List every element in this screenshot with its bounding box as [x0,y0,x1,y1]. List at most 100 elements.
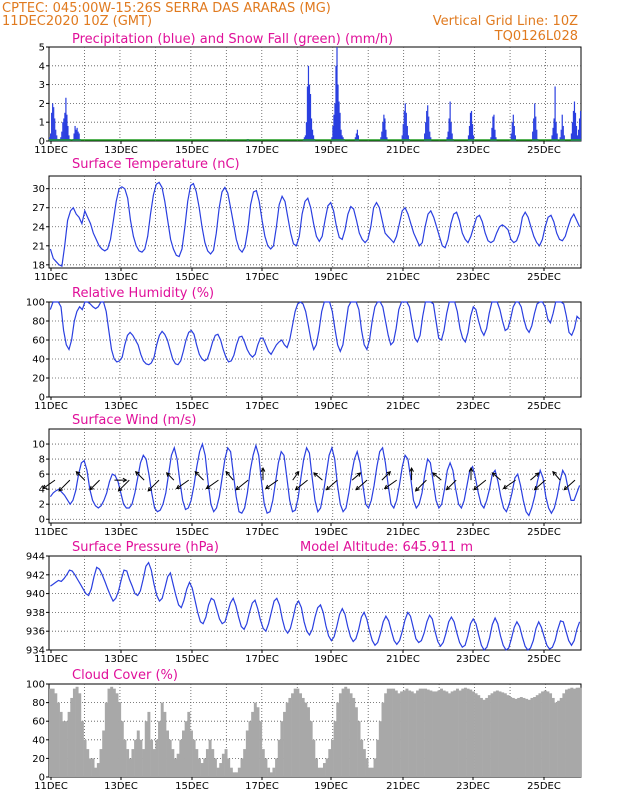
wind-arrow-head [552,470,557,476]
precip-bar [55,129,57,141]
panels: 0 1 2 3 4 5 11DEC 13DEC 15DEC 17DEC 19DEC 21DEC 23DE… [26,32,582,792]
x-tick-label: 11DEC [34,527,68,538]
cloud-bar [275,758,279,777]
cloud-bar [83,739,87,777]
header-grid-line: Vertical Grid Line: 10Z [433,14,578,29]
cloud-bar [107,688,111,777]
wind-arrow [89,479,100,491]
cloud-bar [378,721,382,777]
wind-arrow-shaft [503,479,516,489]
cloud-bar [485,697,489,777]
wind-arrow [265,479,279,490]
cloud-bar [51,688,55,777]
cloud-bar [442,690,446,777]
cloud-bar [538,693,542,777]
precip-bar [555,122,557,141]
wind-arrow-shaft [313,472,323,481]
cloud-bar [144,721,148,777]
cloud-bar [344,686,348,777]
cloud-bar [267,767,271,777]
y-tick-label: 2 [39,500,45,511]
cloud-bar [54,693,58,777]
precip-bar [341,135,343,141]
wind-arrow-head [533,485,539,491]
cloud-bar [322,763,326,777]
cloud-bar [240,758,244,777]
wind-arrow-shaft [552,471,561,481]
cloud-bar [80,721,84,777]
wind-arrow [313,472,323,481]
precip-bar [78,133,80,141]
cloud-bar [357,721,361,777]
cloud-bar [203,758,207,777]
cloud-bar [434,691,438,777]
precip-bar [532,131,534,141]
wind-arrow-head [194,470,200,476]
cloud-bar [243,749,247,777]
wind-arrow [235,479,249,491]
wind-arrow [552,470,561,481]
cloud-bar [565,689,568,777]
y-tick-label: 20 [32,374,45,385]
wind-arrow-head [491,472,497,477]
wind-arrow [175,479,190,490]
cloud-bar [312,739,316,777]
precip-bar [556,133,558,141]
precip-bar [571,122,574,141]
cloud-bar [349,693,353,777]
cloud-bar [519,697,523,777]
cloud-bar [330,739,334,777]
panel-title: Precipitation (blue) and Snow Fall (gree… [72,32,393,47]
x-tick-label: 21DEC [386,527,420,538]
cloud-bar [551,697,555,777]
cloud-bar [400,691,404,777]
wind-arrow-head [414,486,420,492]
cloud-bar [304,702,308,777]
precip-bar [49,137,51,141]
precip-bar [446,137,448,141]
x-tick-label: 17DEC [245,272,279,283]
series-line [50,561,581,651]
wind-arrow [114,477,128,483]
cloud-bar [368,767,372,777]
precip-bar [304,135,307,141]
cloud-bar [301,697,305,777]
cloud-bar [152,749,156,777]
wind-arrow [473,479,487,491]
precip-bar [510,133,512,141]
cloud-bar [511,697,515,777]
panel-title: Cloud Cover (%) [72,668,178,683]
x-tick-label: 21DEC [386,401,420,412]
header-line1: CPTEC: 045:00W-15:26S SERRA DAS ARARAS (… [2,1,331,16]
cloud-bar [123,739,127,777]
y-tick-label: 3 [39,80,45,91]
wind-arrow [383,479,398,490]
wind-arrow-shaft [446,479,457,491]
y-tick-label: 1 [39,118,45,129]
cloud-bar [317,767,321,777]
wind-arrow-shaft [473,479,487,491]
cloud-bar [458,690,462,777]
cloud-bar [288,697,292,777]
wind-arrow-head [260,467,266,472]
wind-arrow-shaft [225,471,234,481]
panel-6: 0 20 40 60 80 100 11DEC 13DEC 15DEC 17DEC 19DEC 21D… [26,668,582,792]
precip-bar [511,122,513,141]
cloud-bar [466,688,470,777]
x-tick-label: 21DEC [386,654,420,665]
wind-arrow [165,472,175,481]
panel-title: Surface Temperature (nC) [72,157,240,172]
cloud-bar [360,739,364,777]
cloud-bar [232,772,236,777]
precip-bar [52,103,54,141]
precip-bar [534,103,536,141]
cloud-bar [229,767,233,777]
precip-bar [401,135,403,141]
cloud-bar [338,693,342,777]
wind-arrow-head [356,472,362,477]
cloud-bar [62,721,66,777]
panel-2: 18 21 24 27 30 11DEC 13DEC 15DEC 17DEC 19DEC 21DEC… [32,157,582,283]
cloud-bar [158,721,162,777]
precip-bar [559,137,561,141]
cloud-bar [211,749,215,777]
